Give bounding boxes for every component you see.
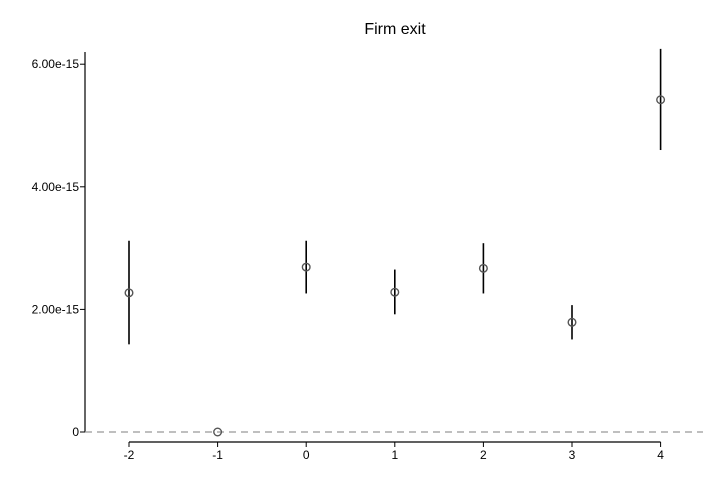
data-point: [567, 317, 577, 327]
plot-area: 0 2.00e-15 4.00e-15 6.00e-15 -2 -1 0 1 2 3 4: [32, 48, 703, 462]
data-point: [390, 287, 400, 297]
data-point: [656, 95, 666, 105]
chart-title: Firm exit: [364, 21, 426, 38]
y-tick-label: 6.00e-15: [32, 57, 80, 71]
y-tick-label: 2.00e-15: [32, 302, 80, 316]
x-tick-label: 4: [657, 448, 664, 462]
x-tick-label: 3: [569, 448, 576, 462]
data-point: [213, 427, 223, 437]
data-point: [478, 263, 488, 273]
x-tick-label: 1: [391, 448, 398, 462]
x-tick-label: -1: [212, 448, 223, 462]
data-point: [124, 288, 134, 298]
x-tick-label: 2: [480, 448, 487, 462]
x-tick-label: 0: [303, 448, 310, 462]
y-tick-label: 0: [72, 425, 79, 439]
x-tick-label: -2: [124, 448, 135, 462]
y-tick-label: 4.00e-15: [32, 180, 80, 194]
data-point: [301, 262, 311, 272]
